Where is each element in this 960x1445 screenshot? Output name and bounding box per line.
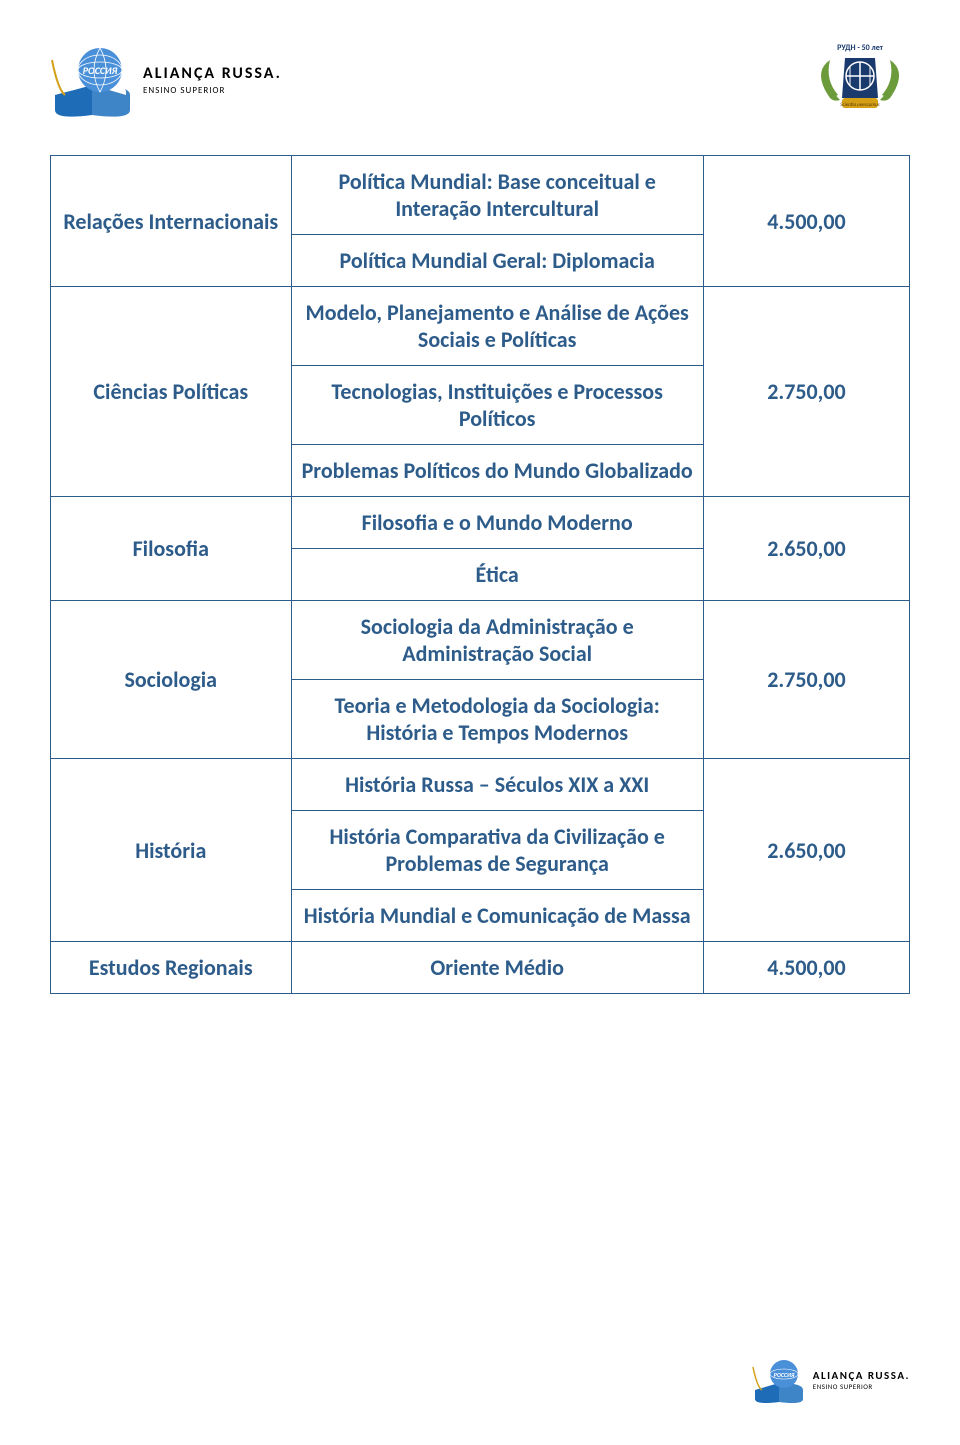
logo-right-badge: РУДН - 50 лет Scientia unescamus — [810, 40, 910, 125]
topic-item: Modelo, Planejamento e Análise de Ações … — [292, 287, 703, 366]
topics-cell: Filosofia e o Mundo Moderno Ética — [291, 497, 703, 601]
topics-cell: Política Mundial: Base conceitual e Inte… — [291, 156, 703, 287]
topic-item: Sociologia da Administração e Administra… — [292, 601, 703, 680]
price-cell: 2.650,00 — [703, 759, 909, 942]
topic-item: História Comparativa da Civilização e Pr… — [292, 811, 703, 890]
footer-logo-icon: РОССИЯ — [752, 1355, 807, 1405]
page-footer: РОССИЯ ALIANÇA RUSSA. ENSINO SUPERIOR — [752, 1355, 910, 1405]
topic-item: História Mundial e Comunicação de Massa — [292, 890, 703, 941]
table-row: Relações Internacionais Política Mundial… — [51, 156, 910, 287]
logo-subtitle: ENSINO SUPERIOR — [143, 85, 225, 96]
topic-item: Ética — [292, 549, 703, 600]
topic-item: Tecnologias, Instituições e Processos Po… — [292, 366, 703, 445]
subject-cell: Ciências Políticas — [51, 287, 292, 497]
courses-table: Relações Internacionais Política Mundial… — [50, 155, 910, 994]
logo-left-group: РОССИЯ ALIANÇA RUSSA. ENSINO SUPERIOR — [50, 40, 282, 120]
table-row: Ciências Políticas Modelo, Planejamento … — [51, 287, 910, 497]
table-body: Relações Internacionais Política Mundial… — [51, 156, 910, 994]
price-cell: 4.500,00 — [703, 156, 909, 287]
topic-item: Teoria e Metodologia da Sociologia: Hist… — [292, 680, 703, 758]
logo-book-icon: РОССИЯ — [50, 40, 135, 120]
footer-text-group: ALIANÇA RUSSA. ENSINO SUPERIOR — [813, 1369, 910, 1391]
logo-title: ALIANÇA RUSSA. — [143, 64, 282, 83]
subject-cell: Filosofia — [51, 497, 292, 601]
table-row: Filosofia Filosofia e o Mundo Moderno Ét… — [51, 497, 910, 601]
footer-title: ALIANÇA RUSSA. — [813, 1369, 910, 1382]
svg-text:РОССИЯ: РОССИЯ — [773, 1371, 794, 1379]
topics-cell: Oriente Médio — [291, 942, 703, 994]
table-row: Sociologia Sociologia da Administração e… — [51, 601, 910, 759]
topics-cell: História Russa – Séculos XIX a XXI Histó… — [291, 759, 703, 942]
page-header: РОССИЯ ALIANÇA RUSSA. ENSINO SUPERIOR РУ… — [50, 40, 910, 125]
topics-cell: Sociologia da Administração e Administra… — [291, 601, 703, 759]
table-row: História História Russa – Séculos XIX a … — [51, 759, 910, 942]
subject-cell: Sociologia — [51, 601, 292, 759]
topic-item: Política Mundial Geral: Diplomacia — [292, 235, 703, 286]
price-cell: 2.650,00 — [703, 497, 909, 601]
subject-cell: Relações Internacionais — [51, 156, 292, 287]
footer-subtitle: ENSINO SUPERIOR — [813, 1382, 910, 1391]
topics-cell: Modelo, Planejamento e Análise de Ações … — [291, 287, 703, 497]
logo-globe-text: РОССИЯ — [83, 64, 118, 77]
svg-text:Scientia unescamus: Scientia unescamus — [840, 102, 880, 108]
subject-cell: Estudos Regionais — [51, 942, 292, 994]
topic-item: Filosofia e o Mundo Moderno — [292, 497, 703, 549]
badge-top-text: РУДН - 50 лет — [837, 43, 884, 53]
logo-text-group: ALIANÇA RUSSA. ENSINO SUPERIOR — [143, 64, 282, 96]
topic-item: Política Mundial: Base conceitual e Inte… — [292, 156, 703, 235]
price-cell: 2.750,00 — [703, 601, 909, 759]
table-row: Estudos Regionais Oriente Médio 4.500,00 — [51, 942, 910, 994]
subject-cell: História — [51, 759, 292, 942]
topic-item: Oriente Médio — [292, 942, 703, 993]
price-cell: 4.500,00 — [703, 942, 909, 994]
topic-item: Problemas Políticos do Mundo Globalizado — [292, 445, 703, 496]
price-cell: 2.750,00 — [703, 287, 909, 497]
topic-item: História Russa – Séculos XIX a XXI — [292, 759, 703, 811]
